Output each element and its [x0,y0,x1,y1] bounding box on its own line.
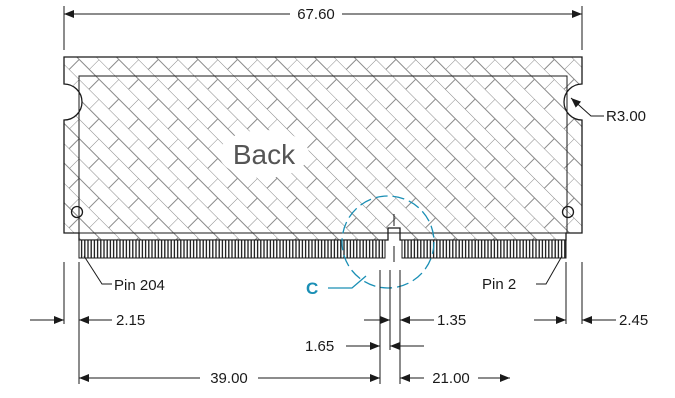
module-inner-frame [78,75,568,234]
detail-label: C [306,279,318,298]
dim-notch-to-right-pins: 1.35 [437,312,466,329]
dim-overall-width: 67.60 [297,6,335,23]
left-pin-row [78,239,386,259]
pin-left-leader [83,255,112,285]
pin-left-label: Pin 204 [114,277,165,294]
left-mounting-hole [70,205,84,219]
pin-right-leader [536,255,563,285]
detail-leader [328,275,367,289]
module-face-hatch [64,57,582,240]
dim-notch-width: 1.65 [305,338,334,355]
right-mounting-hole [561,205,575,219]
dim-left-edge-to-pin: 2.15 [116,312,145,329]
right-pin-row [401,239,567,259]
dim-left-segment: 39.00 [210,370,248,387]
dim-right-edge-to-pin: 2.45 [619,312,648,329]
detail-circle [341,195,435,289]
dim-right-segment: 21.00 [432,370,470,387]
module-outline [63,56,583,241]
back-label-knockout [219,130,309,178]
dim-corner-radius: R3.00 [606,108,646,125]
pin-right-label: Pin 2 [482,276,516,293]
face-label: Back [233,139,296,170]
radius-leader [570,97,604,117]
